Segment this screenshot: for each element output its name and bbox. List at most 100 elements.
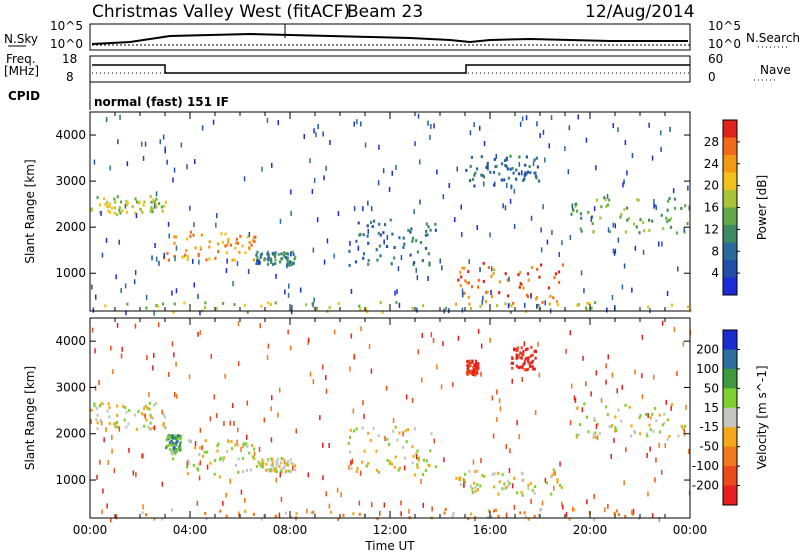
noise-cell <box>325 388 328 394</box>
noise-cell <box>206 464 209 470</box>
noise-cell <box>353 206 356 212</box>
data-cell <box>141 210 144 214</box>
noise-cell <box>360 326 362 332</box>
data-cell <box>668 218 671 222</box>
data-cell <box>666 208 669 212</box>
data-cell <box>521 352 524 356</box>
colorbar-tick-label: -15 <box>699 420 719 434</box>
noise-cell <box>567 169 570 175</box>
data-cell <box>242 442 245 446</box>
noise-cell <box>420 479 422 484</box>
data-cell <box>474 367 477 370</box>
noise-cell <box>613 250 616 256</box>
data-cell <box>529 481 532 485</box>
data-cell <box>525 155 528 159</box>
data-cell <box>530 345 533 349</box>
noise-cell <box>174 256 176 262</box>
colorbar-swatch <box>723 485 737 506</box>
data-cell <box>250 444 254 447</box>
data-cell <box>186 257 189 261</box>
data-cell <box>289 458 292 462</box>
noise-cell <box>98 380 100 386</box>
data-cell <box>473 481 476 485</box>
data-cell <box>284 256 287 259</box>
data-cell <box>411 445 414 449</box>
data-cell <box>243 303 246 307</box>
data-cell <box>614 426 617 430</box>
data-cell <box>367 461 370 465</box>
noise-cell <box>288 283 290 289</box>
noise-cell <box>483 181 485 187</box>
noise-cell <box>604 507 606 513</box>
data-cell <box>527 487 530 491</box>
data-cell <box>519 282 522 286</box>
colorbar-tick-label: 12 <box>704 222 719 236</box>
data-cell <box>496 304 499 308</box>
noise-cell <box>106 503 108 509</box>
data-cell <box>285 252 288 255</box>
noise-cell <box>144 141 147 147</box>
data-cell <box>538 275 541 279</box>
data-cell <box>404 429 407 433</box>
data-cell <box>291 250 294 254</box>
noise-cell <box>172 177 174 183</box>
noise-cell <box>480 343 483 349</box>
data-cell <box>584 306 588 310</box>
noise-cell <box>570 383 573 389</box>
noise-cell <box>91 284 93 290</box>
data-cell <box>114 421 117 425</box>
noise-cell <box>322 364 324 370</box>
freq-panel-frame <box>89 55 691 83</box>
data-cell <box>377 231 380 235</box>
x-tick-label: 00:00 <box>673 523 708 537</box>
colorbar-swatch <box>723 137 737 156</box>
nsky-tick-top: 10^5 <box>50 19 83 33</box>
noise-cell <box>614 248 617 254</box>
data-cell <box>90 408 93 412</box>
data-cell <box>291 262 294 266</box>
data-cell <box>411 306 414 310</box>
data-cell <box>522 349 525 353</box>
noise-cell <box>145 294 148 300</box>
data-cell <box>114 200 117 204</box>
data-cell <box>143 413 146 417</box>
colorbar-swatch <box>723 446 737 467</box>
data-cell <box>173 241 176 245</box>
noise-cell <box>173 167 176 173</box>
noise-cell <box>607 227 610 233</box>
data-cell <box>422 473 425 476</box>
data-cell <box>149 195 152 198</box>
data-cell <box>495 164 498 168</box>
data-cell <box>329 510 333 514</box>
data-cell <box>667 199 670 203</box>
colorbar-tick-label: 4 <box>711 266 719 280</box>
noise-cell <box>100 210 102 216</box>
data-cell <box>668 197 671 200</box>
data-cell <box>412 454 415 458</box>
data-cell <box>506 278 509 282</box>
data-cell <box>429 228 432 232</box>
noise-cell <box>333 253 335 259</box>
noise-cell <box>513 223 516 229</box>
noise-cell <box>661 469 663 475</box>
noise-cell <box>135 472 137 478</box>
data-cell <box>277 252 280 256</box>
data-cell <box>459 270 462 274</box>
data-cell <box>485 166 488 169</box>
noise-cell <box>259 323 261 329</box>
data-cell <box>608 198 611 202</box>
noise-cell <box>128 447 130 453</box>
data-cell <box>134 413 137 417</box>
data-cell <box>469 306 472 310</box>
data-cell <box>624 514 627 518</box>
noise-cell <box>388 186 391 192</box>
data-cell <box>628 405 631 409</box>
data-cell <box>396 438 399 442</box>
data-cell <box>555 300 558 303</box>
data-cell <box>466 281 469 285</box>
noise-cell <box>397 266 400 272</box>
data-cell <box>595 198 599 202</box>
noise-cell <box>429 134 431 140</box>
noise-cell <box>253 451 256 457</box>
noise-cell <box>295 428 297 434</box>
